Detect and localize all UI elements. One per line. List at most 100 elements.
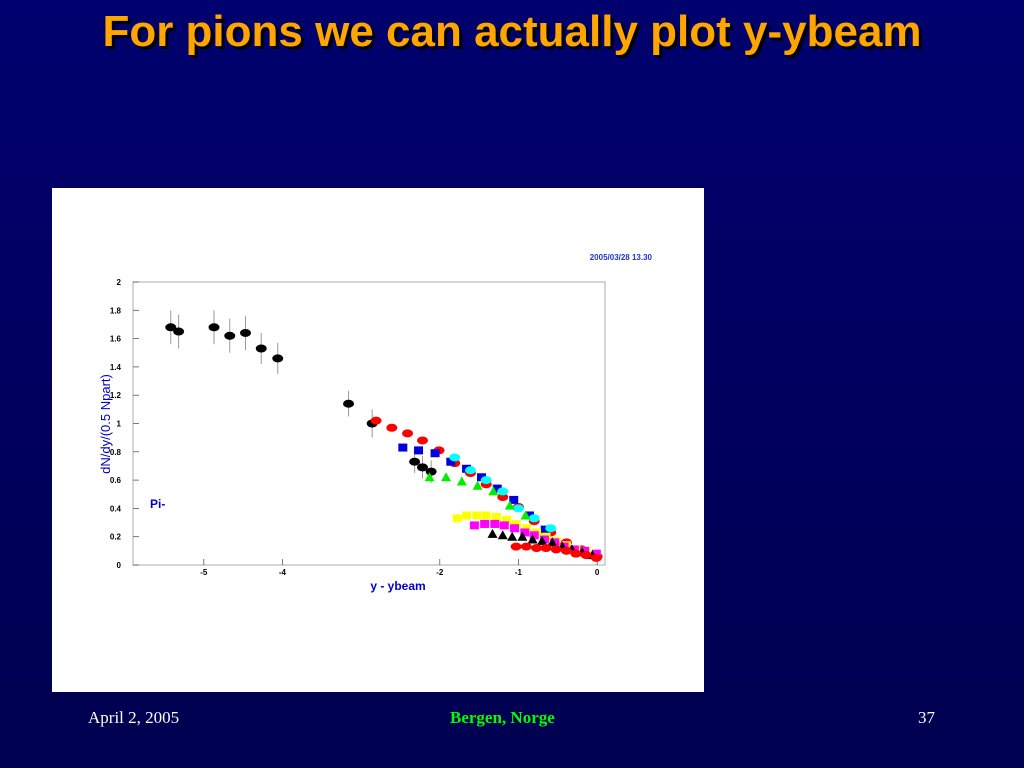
point (386, 423, 398, 432)
point (517, 531, 528, 541)
y-tick-label: 0.2 (110, 533, 122, 542)
point (580, 546, 590, 555)
point (449, 453, 461, 462)
point (462, 511, 472, 520)
y-tick-label: 1.4 (110, 363, 122, 372)
x-tick-label: -2 (436, 568, 444, 577)
point (512, 504, 524, 513)
point (425, 467, 437, 476)
point (491, 512, 501, 521)
y-tick-label: 2 (117, 278, 122, 287)
point (424, 472, 435, 482)
x-tick-label: -5 (200, 568, 208, 577)
point (537, 535, 548, 545)
point (239, 328, 251, 337)
point (591, 549, 601, 558)
point (545, 524, 557, 533)
point (510, 524, 520, 533)
point (540, 544, 552, 553)
point (487, 528, 498, 538)
point (409, 457, 421, 466)
point (165, 323, 177, 332)
x-tick-label: -4 (279, 568, 287, 577)
point (480, 476, 492, 485)
point (511, 519, 521, 528)
point (590, 553, 602, 562)
point (452, 514, 462, 523)
point (472, 480, 483, 490)
footer-date: April 2, 2005 (88, 708, 180, 727)
x-tick-label: -1 (515, 568, 523, 577)
point (540, 525, 550, 534)
point (255, 344, 267, 353)
point (224, 331, 236, 340)
chart: 2005/03/28 13.30 0 0.2 0.4 0.6 0.8 1 1.2 1.4 1.6 1… (98, 253, 653, 593)
x-tick-label: 0 (595, 568, 600, 577)
point (527, 534, 538, 544)
point (580, 551, 592, 560)
point (416, 463, 428, 472)
point (560, 546, 572, 555)
point (497, 493, 509, 502)
point (510, 542, 522, 551)
point (521, 524, 531, 533)
point (507, 531, 518, 541)
y-tick-label: 1.8 (110, 306, 122, 315)
point (520, 528, 530, 537)
y-tick-label: 0.6 (110, 476, 122, 485)
point (550, 545, 562, 554)
point (504, 500, 515, 510)
point (480, 519, 490, 528)
chart-panel: 2005/03/28 13.30 0 0.2 0.4 0.6 0.8 1 1.2 1.4 1.6 1… (52, 188, 704, 692)
point (398, 443, 408, 452)
point (272, 354, 284, 363)
point (481, 511, 491, 520)
point (528, 514, 540, 523)
y-tick-label: 1.2 (110, 391, 122, 400)
point (416, 436, 428, 445)
point (208, 323, 220, 332)
y-axis-label: dN/dy/(0.5 Npart) (98, 374, 113, 474)
point (570, 549, 582, 558)
y-tick-label: 1.6 (110, 335, 122, 344)
timestamp: 2005/03/28 13.30 (590, 253, 653, 262)
annotation: Pi- (150, 497, 165, 511)
point (488, 486, 499, 496)
slide-number: 37 (918, 708, 935, 727)
point (529, 531, 539, 540)
y-tick-label: 0 (117, 561, 122, 570)
point (490, 519, 500, 528)
point (476, 473, 486, 482)
point (499, 521, 509, 530)
point (343, 399, 355, 408)
point (539, 535, 549, 544)
point (441, 472, 452, 482)
point (520, 542, 532, 551)
point (520, 510, 531, 520)
point (173, 327, 185, 336)
point (509, 495, 519, 504)
x-axis-label: y - ybeam (370, 579, 425, 593)
y-tick-label: 1 (117, 420, 122, 429)
point (497, 530, 508, 540)
point (469, 521, 479, 530)
y-tick-label: 0.4 (110, 504, 122, 513)
point (531, 544, 543, 553)
slide-title: For pions we can actually plot y-ybeam (102, 7, 922, 56)
point (402, 429, 414, 438)
footer-place: Bergen, Norge (450, 708, 555, 727)
point (472, 511, 482, 520)
y-tick-label: 0.8 (110, 448, 122, 457)
point (547, 537, 558, 547)
point (446, 457, 456, 466)
point (370, 416, 382, 425)
point (492, 484, 502, 493)
point (414, 446, 424, 455)
point (430, 449, 440, 458)
point (524, 511, 534, 520)
point (502, 515, 512, 524)
point (497, 487, 509, 496)
point (464, 466, 476, 475)
point (456, 476, 467, 486)
